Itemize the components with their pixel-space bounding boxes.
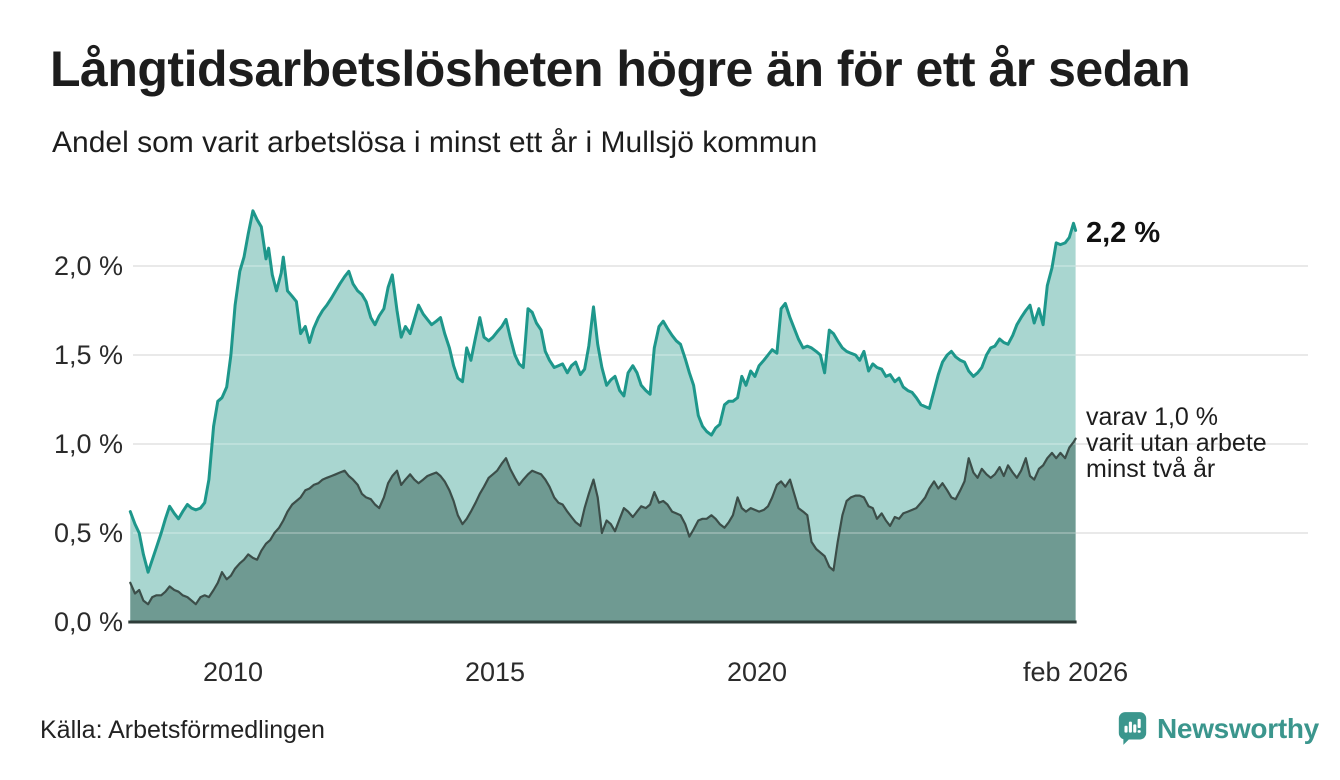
newsworthy-logo-text: Newsworthy — [1157, 712, 1319, 744]
secondary-annotation-line-3: minst två år — [1086, 455, 1216, 483]
latest-value-annotation: 2,2 % — [1086, 217, 1161, 249]
y-tick-label: 0,5 % — [53, 518, 123, 548]
x-tick-label: feb 2026 — [1023, 657, 1129, 687]
secondary-annotation: varav 1,0 % varit utan arbete minst två … — [1086, 404, 1267, 482]
newsworthy-bar-chart-icon — [1118, 712, 1147, 745]
source-note: Källa: Arbetsförmedlingen — [40, 716, 325, 744]
x-tick-label: 2020 — [726, 657, 788, 687]
y-tick-label: 1,5 % — [53, 340, 123, 370]
y-tick-label: 2,0 % — [53, 251, 123, 281]
newsworthy-logo: Newsworthy — [1117, 710, 1319, 747]
x-tick-label: 2015 — [464, 657, 526, 687]
y-tick-label: 0,0 % — [53, 607, 123, 637]
page-subtitle: Andel som varit arbetslösa i minst ett å… — [52, 126, 818, 159]
page-title: Långtidsarbetslösheten högre än för ett … — [50, 41, 1191, 97]
line-unemployed-2yr — [129, 437, 1077, 606]
secondary-annotation-line-1: varav 1,0 % — [1086, 403, 1219, 431]
line-unemployed-1yr — [128, 209, 1078, 574]
x-tick-label: 2010 — [202, 657, 264, 687]
y-tick-label: 1,0 % — [53, 429, 123, 459]
secondary-annotation-line-2: varit utan arbete — [1086, 429, 1267, 457]
